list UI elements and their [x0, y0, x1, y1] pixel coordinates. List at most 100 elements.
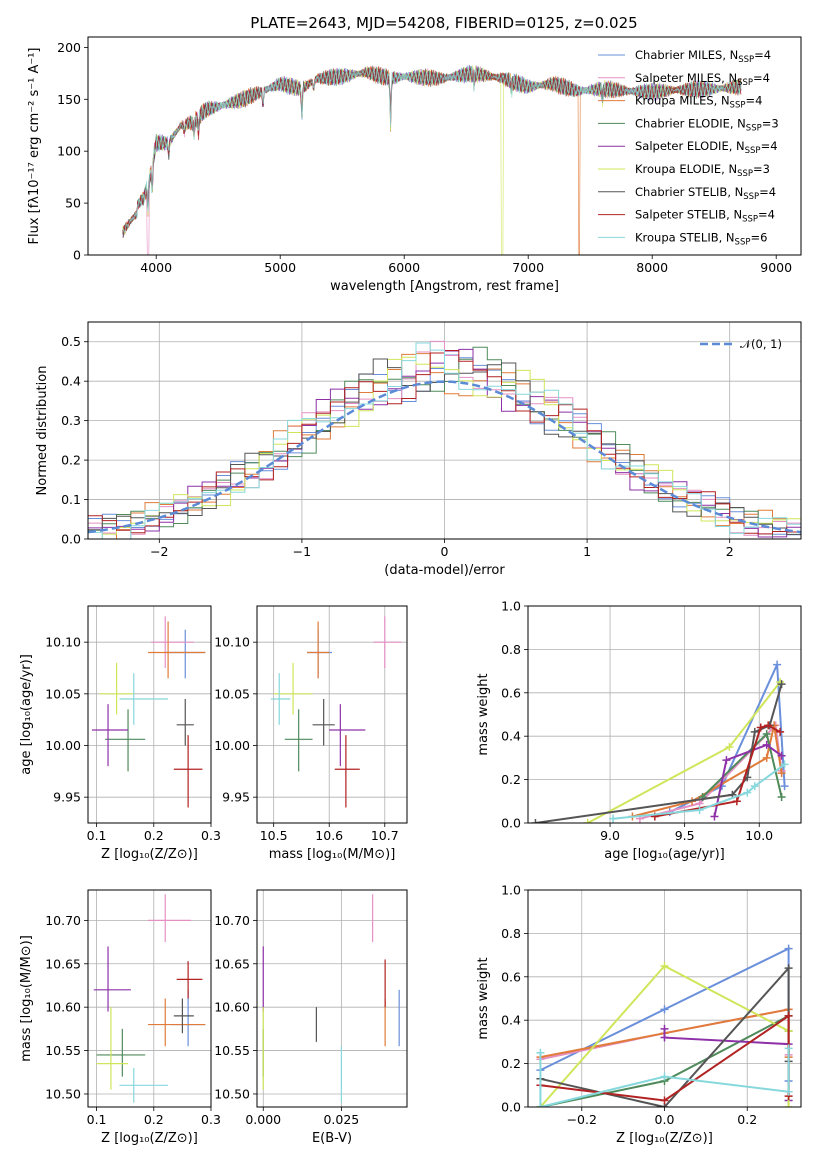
data-point-chabrier-stelib	[176, 699, 194, 746]
legend-subscript: SSP	[730, 101, 746, 111]
axes-frame	[256, 605, 408, 824]
y-tick-label: 0.1	[61, 492, 81, 507]
axes-frame	[527, 889, 802, 1108]
legend-subscript: SSP	[737, 169, 753, 179]
series-salpeter-elodie	[710, 740, 786, 821]
legend-subscript: SSP	[738, 55, 754, 65]
legend-entry: 𝒩(0, 1)	[740, 337, 782, 351]
y-tick-label: 10.05	[45, 686, 81, 701]
data-point-salpeter-stelib	[334, 735, 360, 808]
data-point-kroupa-stelib	[119, 673, 169, 725]
plus-marker	[784, 964, 793, 973]
legend-entry: Chabrier ELODIE, NSSP=3	[635, 116, 779, 133]
x-tick-label: 7000	[512, 260, 544, 275]
data-point-kroupa-miles	[307, 621, 330, 679]
legend-subscript: SSP	[742, 215, 758, 225]
x-tick-label: 0.1	[87, 828, 107, 843]
x-tick-label: 8000	[636, 260, 668, 275]
y-tick-label: 0.0	[501, 816, 521, 831]
plot-area-weight_vs_age	[531, 660, 789, 823]
legend-entry: Salpeter MILES, NSSP=4	[635, 71, 770, 88]
y-tick-label: 0.0	[61, 532, 81, 547]
y-tick-label: 10.60	[45, 1000, 81, 1015]
data-point-salpeter-stelib	[173, 735, 203, 808]
plus-marker	[784, 1044, 793, 1053]
data-point-kroupa-stelib	[270, 673, 291, 725]
legend-text: Kroupa STELIB, N	[635, 230, 735, 244]
plus-marker	[660, 1033, 669, 1042]
plus-marker	[777, 751, 786, 760]
legend-count: =4	[759, 185, 776, 199]
plus-marker	[660, 1096, 669, 1105]
legend-subscript: SSP	[746, 123, 762, 133]
y-tick-label: 10.55	[214, 1043, 250, 1058]
axes-spectrum: 4000 5000 6000 7000 8000 9000 0 50 100 150 200 wave…	[27, 36, 802, 294]
legend-text: Chabrier MILES, N	[635, 48, 738, 62]
data-point-chabrier-stelib	[173, 998, 194, 1034]
data-point-salpeter-miles	[373, 616, 402, 668]
y-tick-label: 0.4	[501, 729, 521, 744]
data-point-chabrier-elodie	[105, 709, 146, 772]
plus-marker	[743, 788, 752, 797]
x-tick-label: 10.6	[315, 828, 343, 843]
plus-marker	[536, 1048, 545, 1057]
y-tick-label: 10.00	[45, 738, 81, 753]
plot-area-age_vs_mass	[270, 616, 402, 808]
plus-marker	[583, 819, 592, 823]
legend-subscript: SSP	[745, 146, 761, 156]
plus-marker	[660, 1005, 669, 1014]
x-axis-label: (data-model)/error	[384, 563, 505, 578]
legend-count: =4	[745, 94, 762, 108]
data-point-chabrier-elodie	[284, 709, 313, 772]
data-point-salpeter-elodie	[93, 946, 131, 1012]
axes-age_vs_mass: 10.5 10.6 10.7 9.95 10.00 10.05 10.10 mass [log…	[214, 605, 408, 862]
legend-entry: Kroupa ELODIE, NSSP=3	[635, 162, 770, 179]
plot-area-age_vs_Z	[92, 616, 206, 808]
x-tick-label: 0.3	[201, 1112, 221, 1127]
y-tick-label: 0.6	[501, 685, 521, 700]
plus-marker	[780, 782, 789, 791]
plus-marker	[762, 730, 771, 739]
histogram-step-chabrier-stelib	[88, 358, 801, 535]
plus-marker	[764, 721, 773, 730]
legend-subscript: SSP	[743, 192, 759, 202]
y-tick-label: 200	[57, 40, 81, 55]
x-tick-label: 10.7	[371, 828, 399, 843]
y-axis-label: mass weight	[476, 673, 491, 755]
x-tick-label: 5000	[264, 260, 296, 275]
data-point-salpeter-miles	[148, 894, 191, 943]
axes-weight_vs_Z: −0.2 0.0 0.2 0.0 0.2 0.4 0.6 0.8 1.0 Z [log₁₀(Z/Z…	[476, 883, 802, 1146]
x-tick-label: 0.2	[144, 828, 164, 843]
axes-mass_vs_Z: 0.1 0.2 0.3 10.50 10.55 10.60 10.65 10.70 Z [log…	[19, 889, 221, 1146]
y-tick-label: 10.70	[214, 913, 250, 928]
legend-entry: Kroupa STELIB, NSSP=6	[635, 230, 767, 247]
legend-subscript: SSP	[735, 237, 751, 247]
legend-count: =4	[758, 208, 775, 222]
y-tick-label: 9.95	[222, 790, 250, 805]
x-tick-label: 0.1	[87, 1112, 107, 1127]
data-point-chabrier-elodie	[96, 1028, 146, 1077]
axes-frame	[87, 321, 802, 540]
plot-area-mass_vs_Z	[93, 894, 206, 1103]
y-tick-label: 10.50	[45, 1086, 81, 1101]
y-axis-label: mass [log₁₀(M/M⊙)]	[19, 935, 34, 1062]
x-tick-label: 10.5	[260, 828, 288, 843]
plus-marker	[776, 727, 785, 736]
axes-histogram: −2 −1 0 1 2 0.0 0.1 0.2 0.3 0.4 0.5 (data-model)/er…	[35, 321, 802, 578]
data-point-salpeter-miles	[150, 616, 194, 668]
chart-title: PLATE=2643, MJD=54208, FIBERID=0125, z=0…	[250, 14, 637, 32]
plus-marker	[784, 1011, 793, 1020]
legend-count: =3	[753, 162, 770, 176]
plus-marker	[660, 961, 669, 970]
x-tick-label: 0	[441, 544, 449, 559]
legend-text: Salpeter ELODIE, N	[635, 139, 745, 153]
x-tick-label: −2	[150, 544, 168, 559]
x-tick-label: −0.2	[567, 1112, 597, 1127]
legend-text: Salpeter MILES, N	[635, 71, 737, 85]
y-tick-label: 10.00	[214, 738, 250, 753]
plus-marker	[777, 680, 786, 689]
legend-entry: Salpeter STELIB, NSSP=4	[635, 208, 775, 225]
plus-marker	[784, 944, 793, 953]
x-axis-label: Z [log₁₀(Z/Z⊙)]	[101, 1131, 198, 1146]
data-point-kroupa-elodie	[99, 662, 134, 715]
